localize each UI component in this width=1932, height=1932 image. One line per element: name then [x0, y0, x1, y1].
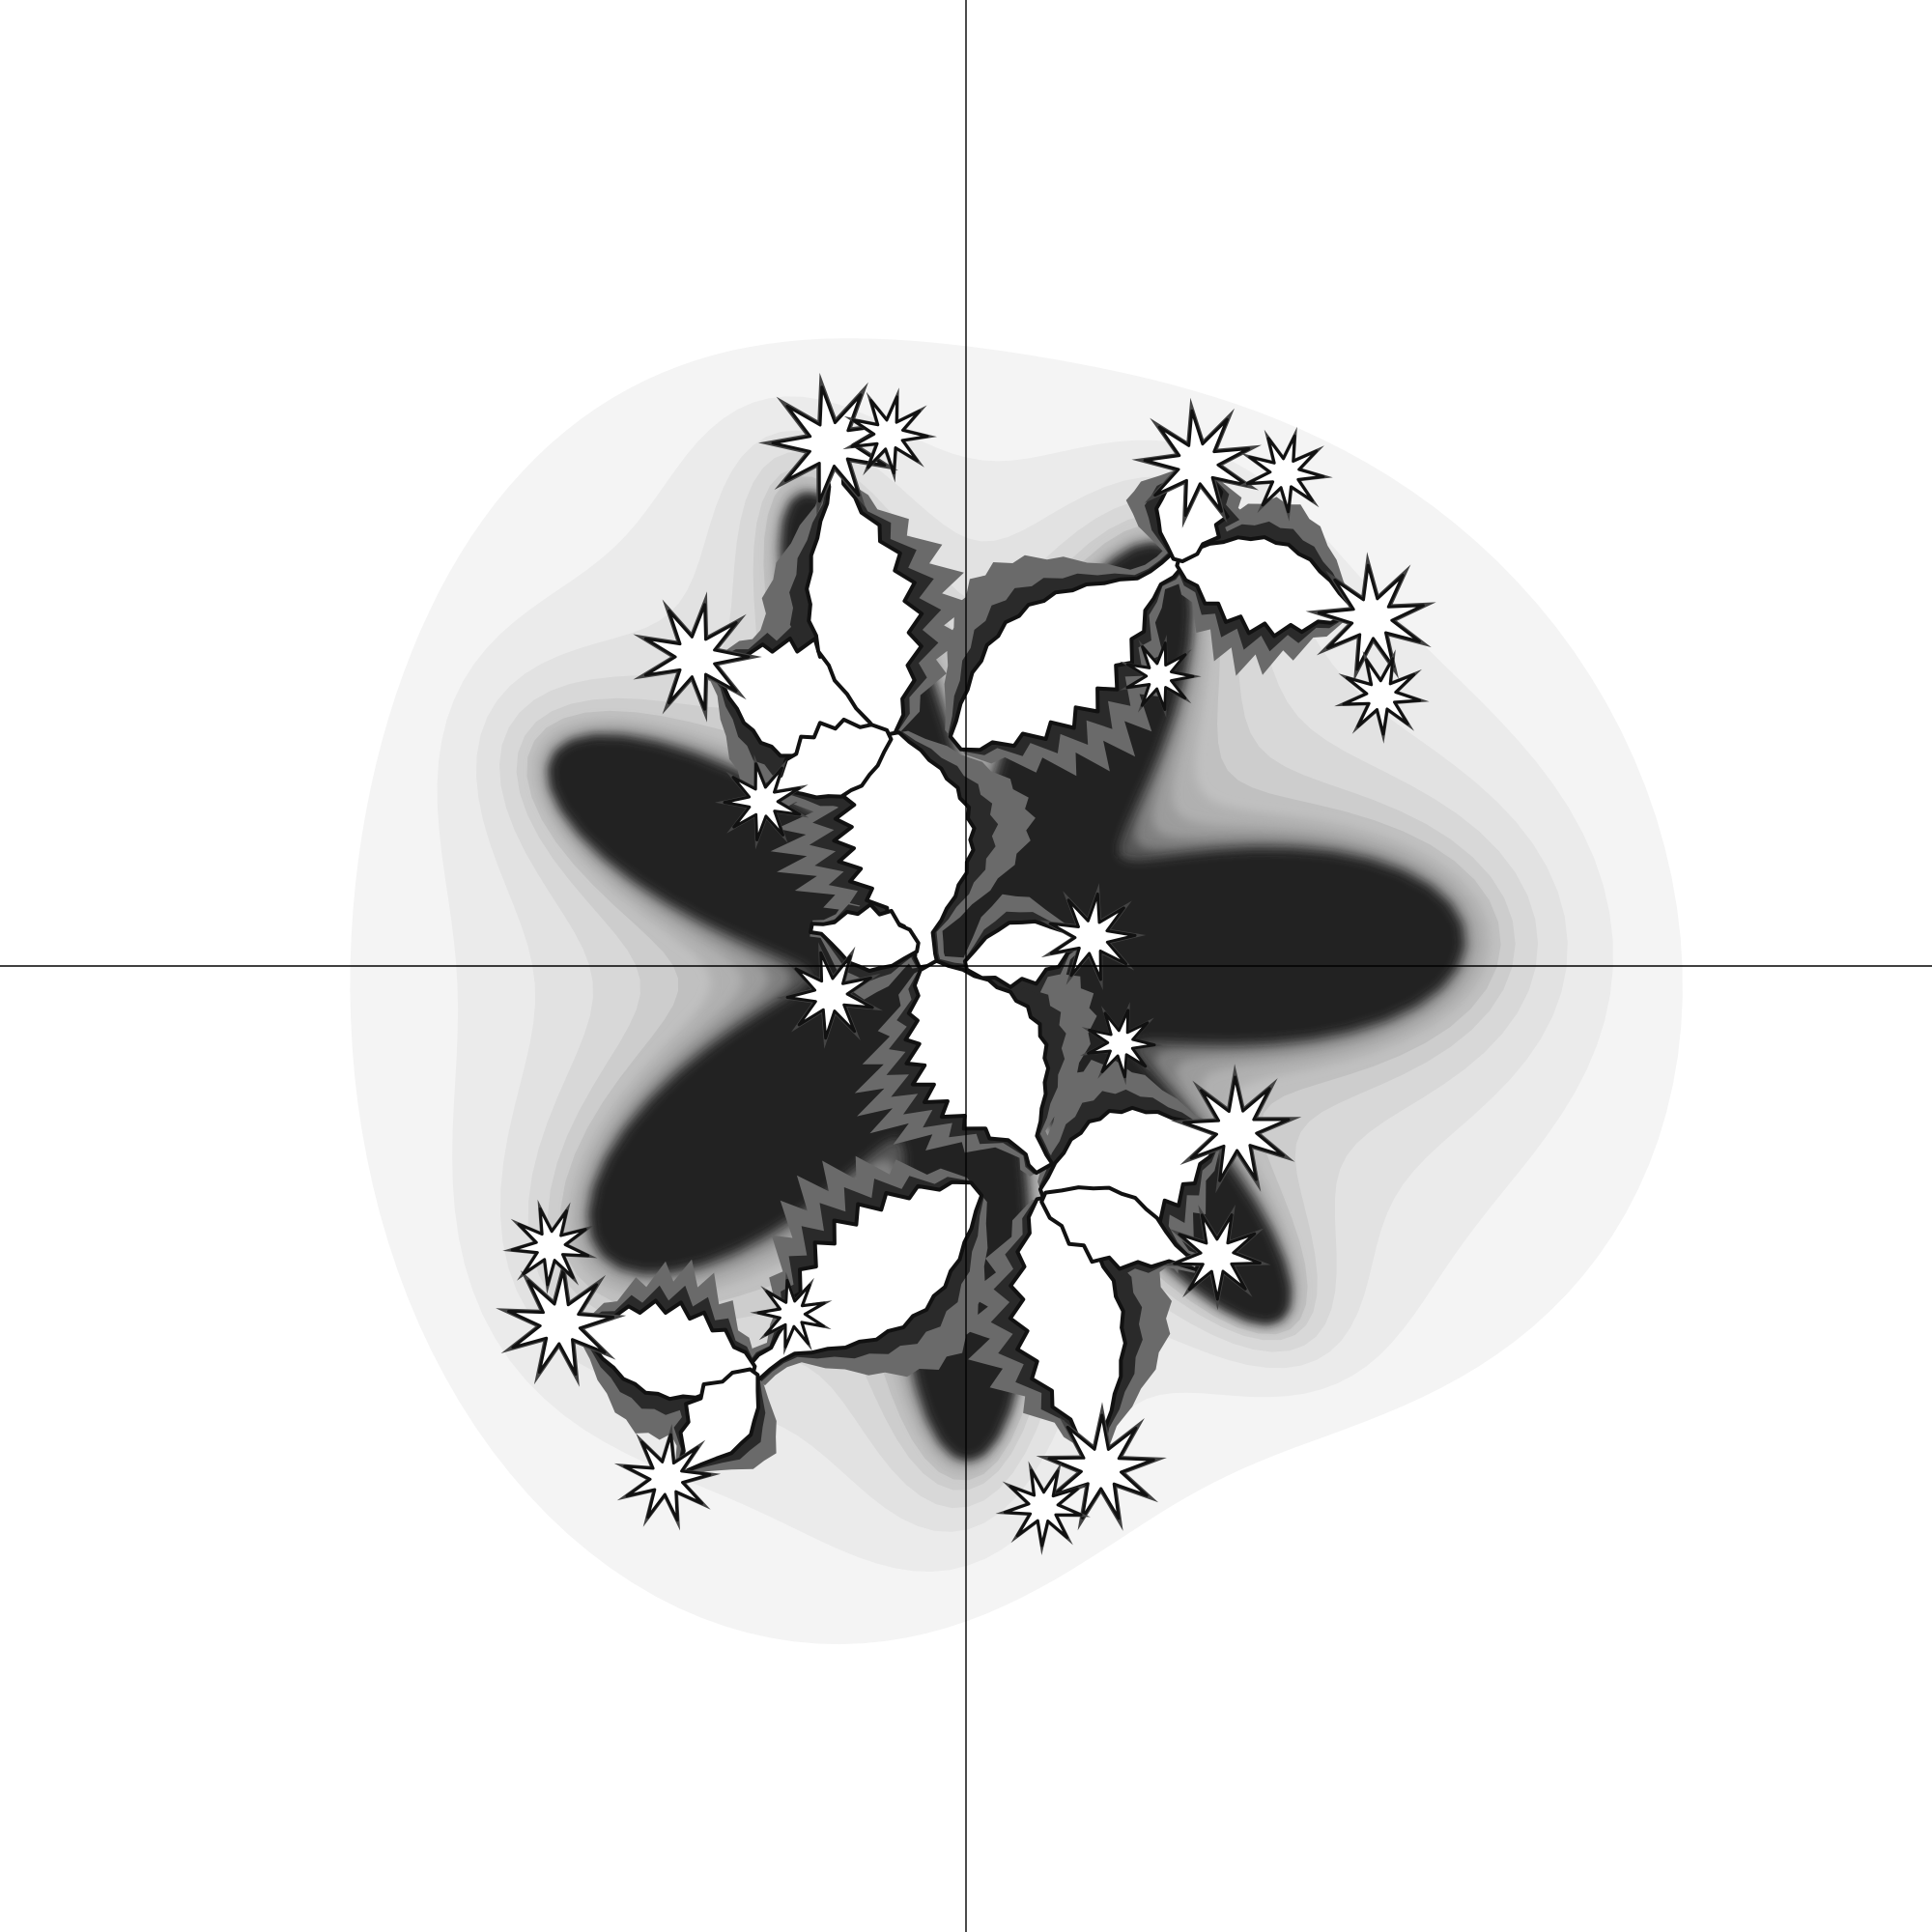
fractal-bud	[850, 395, 929, 475]
fractal-bud	[1003, 1468, 1083, 1548]
fractal-bud	[623, 1433, 712, 1522]
fractal-bud	[1173, 1213, 1262, 1301]
fractal-arm	[809, 902, 921, 973]
fractal-bud	[1087, 1009, 1156, 1079]
fractal-bud	[1182, 1075, 1291, 1182]
fractal-bud	[643, 603, 751, 711]
fractal-bud	[723, 762, 802, 841]
fractal-bud	[1125, 641, 1195, 711]
fractal-bud	[1047, 1413, 1155, 1520]
fractal-arm	[903, 958, 1055, 1176]
fractal-interior	[496, 372, 1436, 1555]
fractal-bud	[507, 1268, 615, 1377]
fractal-bud	[1143, 409, 1251, 517]
fractal-bud	[771, 385, 888, 503]
fractal-bud	[1048, 892, 1137, 981]
fractal-bud	[1245, 434, 1325, 514]
fractal-bud	[785, 951, 874, 1040]
fractal-bud	[1342, 657, 1422, 736]
fractal-bud	[1317, 563, 1425, 671]
fractal-bud	[510, 1208, 590, 1287]
fractal-bud	[756, 1278, 826, 1349]
